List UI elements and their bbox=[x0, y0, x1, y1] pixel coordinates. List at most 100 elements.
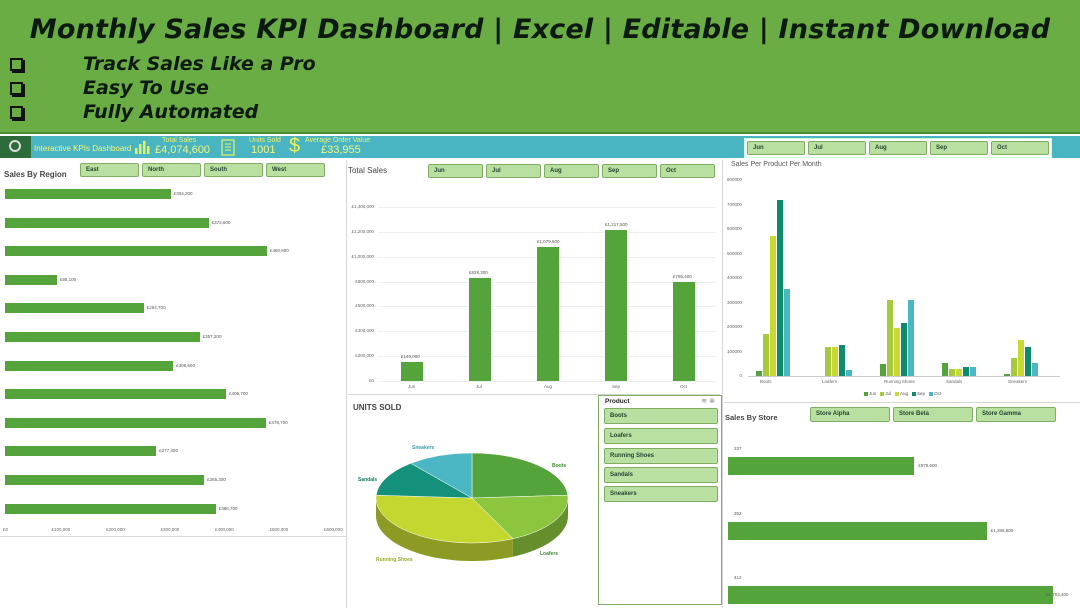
slicer-region-north[interactable]: North bbox=[142, 163, 201, 177]
region-bar bbox=[5, 332, 200, 342]
store-bar bbox=[728, 457, 915, 475]
slicer-store-alpha[interactable]: Store Alpha bbox=[810, 407, 890, 422]
legend-swatch bbox=[880, 391, 885, 396]
bar-value-label: £357,200 bbox=[202, 334, 222, 339]
slicer-month-oct[interactable]: Oct bbox=[660, 164, 715, 178]
slicer-product-sandals[interactable]: Sandals bbox=[604, 467, 718, 483]
month-bar bbox=[673, 282, 695, 381]
bar-value-label: £1,703,400 bbox=[1046, 592, 1069, 597]
slicer-store-gamma[interactable]: Store Gamma bbox=[976, 407, 1056, 422]
per-product-title: Sales Per Product Per Month bbox=[731, 161, 822, 168]
y-tick-label: £200,000 bbox=[355, 353, 374, 359]
divider bbox=[724, 402, 1080, 403]
region-bar bbox=[5, 389, 227, 400]
slicer-month-aug[interactable]: Aug bbox=[544, 164, 599, 178]
y-tick-label: 600000 bbox=[726, 226, 742, 231]
region-bar bbox=[5, 417, 266, 428]
slicer-month-jun[interactable]: Jun bbox=[428, 164, 483, 178]
series-bar bbox=[777, 199, 783, 376]
series-bar bbox=[894, 328, 900, 376]
slicer-month-jun[interactable]: Jun bbox=[747, 141, 805, 155]
x-tick-label: Oct bbox=[680, 384, 688, 389]
slicer-month-sep[interactable]: Sep bbox=[602, 164, 657, 178]
slicer-region-south[interactable]: South bbox=[204, 163, 263, 177]
month-bar bbox=[469, 278, 491, 381]
bar-value-label: £1,217,500 bbox=[605, 221, 628, 227]
series-bar bbox=[963, 367, 969, 376]
bar-chart-icon bbox=[135, 141, 150, 154]
gridline bbox=[378, 381, 716, 382]
banner-title: Monthly Sales KPI Dashboard | Excel | Ed… bbox=[29, 14, 1051, 45]
region-bar bbox=[5, 217, 209, 228]
legend-swatch bbox=[929, 391, 934, 396]
legend-label: Jul bbox=[885, 391, 892, 396]
series-bar bbox=[887, 300, 893, 376]
slicer-store-beta[interactable]: Store Beta bbox=[893, 407, 973, 422]
series-bar bbox=[949, 368, 955, 376]
bar-value-label: £478,700 bbox=[268, 419, 288, 425]
slicer-product-sneakers[interactable]: Sneakers bbox=[604, 486, 718, 502]
y-tick-label: 0 bbox=[739, 373, 742, 378]
chart-legend: Jun Jul Aug Sep Oct bbox=[864, 391, 941, 396]
slicer-product-running-shoes[interactable]: Running Shoes bbox=[604, 448, 718, 464]
month-bar bbox=[401, 362, 423, 381]
bar-value-label: £95,100 bbox=[59, 276, 77, 282]
pie-slice bbox=[471, 494, 569, 539]
y-tick-label: 400000 bbox=[726, 275, 742, 280]
gridline bbox=[378, 207, 716, 208]
pie-slice bbox=[375, 463, 473, 499]
y-tick-label: 100000 bbox=[726, 348, 742, 354]
filter-icon[interactable]: ≋ ⊗ bbox=[701, 398, 715, 405]
slicer-month-aug[interactable]: Aug bbox=[869, 141, 927, 155]
feature-text: Easy To Use bbox=[83, 77, 209, 99]
x-tick-label: Loafers bbox=[822, 379, 838, 384]
region-bar bbox=[5, 274, 57, 285]
slicer-region-east[interactable]: East bbox=[80, 163, 139, 177]
bar-value-label: £277,400 bbox=[159, 448, 178, 454]
slicer-product-loafers[interactable]: Loafers bbox=[604, 428, 718, 444]
store-bar bbox=[728, 522, 987, 540]
units-sold-title: UNITS SOLD bbox=[353, 403, 402, 412]
series-bar bbox=[1025, 346, 1031, 376]
slicer-region-west[interactable]: West bbox=[266, 163, 325, 177]
bar-value-label: £365,300 bbox=[207, 477, 226, 482]
x-tick-label: £0 bbox=[3, 527, 9, 532]
bar-value-label: £795,400 bbox=[673, 274, 692, 280]
y-tick-label: 800000 bbox=[726, 177, 742, 182]
series-bar bbox=[908, 300, 914, 376]
slicer-month-oct[interactable]: Oct bbox=[991, 141, 1049, 155]
bar-value-label: £304,200 bbox=[173, 191, 193, 196]
divider bbox=[348, 394, 720, 395]
slicer-month-jul[interactable]: Jul bbox=[486, 164, 541, 178]
x-tick-label: Boots bbox=[760, 379, 772, 384]
x-tick-label: £600,000 bbox=[324, 527, 343, 532]
series-bar bbox=[756, 371, 762, 376]
x-tick-label: Sandals bbox=[946, 379, 963, 384]
x-tick-label: £400,000 bbox=[215, 527, 234, 532]
y-tick-label: £1,000,000 bbox=[351, 253, 374, 259]
divider bbox=[346, 160, 347, 608]
legend-label: Oct bbox=[934, 391, 942, 396]
legend-item: Jul bbox=[880, 391, 891, 396]
legend-swatch bbox=[864, 391, 868, 396]
slicer-product-boots[interactable]: Boots bbox=[604, 408, 718, 424]
pie-label: Running Shoes bbox=[376, 557, 413, 563]
unit-count-label: 352 bbox=[734, 511, 742, 516]
legend-item: Oct bbox=[929, 391, 941, 396]
pie-label: Boots bbox=[552, 463, 566, 469]
series-bar bbox=[880, 363, 886, 376]
y-tick-label: £800,000 bbox=[355, 278, 374, 284]
x-tick-label: Sneakers bbox=[1008, 379, 1028, 384]
bar-value-label: £149,000 bbox=[401, 354, 420, 360]
slicer-month-sep[interactable]: Sep bbox=[930, 141, 988, 155]
x-axis bbox=[748, 376, 1060, 377]
feature-text: Fully Automated bbox=[83, 101, 259, 123]
unit-count-label: 237 bbox=[734, 446, 742, 451]
promo-banner: Monthly Sales KPI Dashboard | Excel | Ed… bbox=[0, 0, 1080, 134]
series-bar bbox=[1032, 362, 1038, 376]
pie-slice bbox=[471, 452, 569, 499]
legend-label: Aug bbox=[900, 391, 909, 396]
region-panel-title: Sales By Region bbox=[4, 170, 67, 179]
slicer-month-jul[interactable]: Jul bbox=[808, 141, 866, 155]
bar-value-label: £1,355,500 bbox=[990, 528, 1014, 533]
